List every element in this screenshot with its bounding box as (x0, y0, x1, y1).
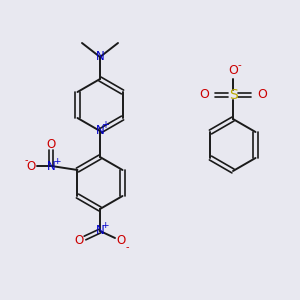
Text: +: + (101, 121, 110, 130)
Text: O: O (116, 235, 126, 248)
Text: -: - (125, 242, 129, 252)
Text: N: N (47, 160, 56, 172)
Text: O: O (228, 64, 238, 76)
Text: O: O (27, 160, 36, 172)
Text: -: - (237, 60, 241, 70)
Text: O: O (47, 139, 56, 152)
Text: +: + (53, 157, 60, 166)
Text: S: S (229, 88, 237, 102)
Text: N: N (96, 50, 104, 64)
Text: +: + (101, 221, 109, 230)
Text: N: N (96, 124, 104, 137)
Text: -: - (25, 155, 28, 165)
Text: N: N (96, 224, 104, 238)
Text: O: O (199, 88, 209, 101)
Text: O: O (257, 88, 267, 101)
Text: O: O (74, 235, 84, 248)
